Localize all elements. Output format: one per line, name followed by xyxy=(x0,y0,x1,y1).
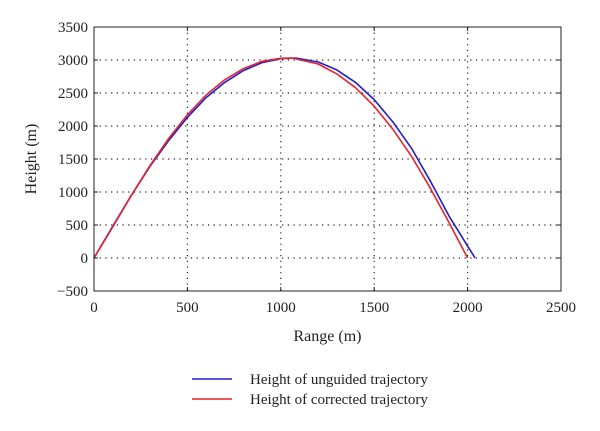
x-tick-labels: 0 500 1000 1500 2000 2500 xyxy=(90,300,576,316)
x-tick-label: 1000 xyxy=(266,300,296,316)
x-tick-label: 500 xyxy=(176,300,199,316)
y-tick-label: 3000 xyxy=(58,53,88,69)
legend-label-2: Height of corrected trajectory xyxy=(250,392,428,408)
x-tick-label: 0 xyxy=(90,300,98,316)
y-axis-label: Height (m) xyxy=(23,124,40,195)
y-tick-label: 2000 xyxy=(58,119,88,135)
grid-lines xyxy=(94,27,561,291)
y-tick-label: 3500 xyxy=(58,20,88,36)
x-axis-label: Range (m) xyxy=(294,328,362,345)
axis-ticks xyxy=(93,26,562,292)
series-lines xyxy=(93,57,476,259)
series-line-2 xyxy=(93,57,469,259)
x-tick-label: 2000 xyxy=(453,300,483,316)
y-tick-label: 0 xyxy=(81,251,89,267)
series-line-1 xyxy=(93,57,476,259)
y-tick-labels: −500 0 500 1000 1500 2000 2500 3000 3500 xyxy=(57,20,88,300)
y-tick-label: 1000 xyxy=(58,185,88,201)
legend: Height of unguided trajectory Height of c… xyxy=(192,372,428,408)
y-tick-label: 1500 xyxy=(58,152,88,168)
x-tick-label: 1500 xyxy=(359,300,389,316)
y-tick-label: 2500 xyxy=(58,86,88,102)
y-tick-label: 500 xyxy=(66,218,89,234)
legend-label-1: Height of unguided trajectory xyxy=(250,372,428,388)
y-tick-label: −500 xyxy=(57,284,88,300)
x-tick-label: 2500 xyxy=(546,300,576,316)
